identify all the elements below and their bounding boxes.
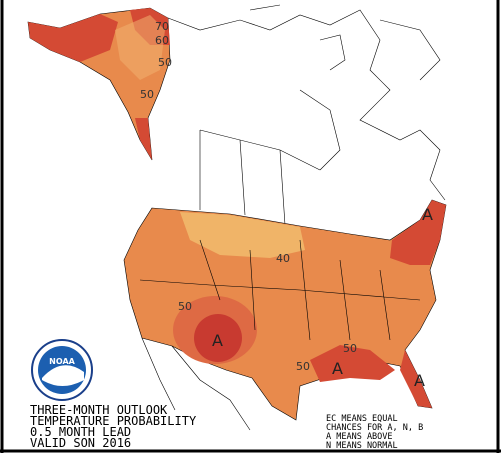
contour-label: 50 [140, 88, 154, 101]
legend-line: N MEANS NORMAL [326, 441, 398, 451]
state-borders [139, 239, 421, 341]
alaska-inner [115, 15, 165, 80]
logo-text: NOAA [49, 357, 75, 366]
gulf-high [310, 345, 395, 382]
canada-outline [167, 9, 446, 201]
north-central-band [180, 212, 305, 258]
legend-line: EC MEANS EQUAL [326, 414, 398, 424]
contour-label: A [212, 331, 223, 350]
contour-label: A [414, 371, 425, 390]
florida-high [400, 350, 432, 408]
alaska-west-high [28, 14, 118, 62]
contour-label: 50 [296, 360, 310, 373]
contour-label: A [332, 359, 343, 378]
province-borders [199, 129, 321, 226]
noaa-logo: NOAA [31, 339, 93, 401]
title-line: TEMPERATURE PROBABILITY [30, 414, 197, 428]
legend-line: CHANCES FOR A, N, B [326, 423, 423, 433]
contour-label: 50 [158, 56, 172, 69]
contour-label: 50 [343, 342, 357, 355]
title-line: THREE-MONTH OUTLOOK [30, 403, 168, 417]
canada-islands [249, 4, 441, 171]
northeast-high [390, 200, 446, 265]
title-line: VALID SON 2016 [30, 436, 131, 450]
alaska-panhandle [135, 118, 152, 160]
contour-label: A [422, 205, 433, 224]
southwest-high [194, 314, 242, 362]
title-line: 0.5 MONTH LEAD [30, 425, 131, 439]
mexico-outline [141, 337, 251, 431]
contour-label: 40 [276, 252, 290, 265]
legend-line: A MEANS ABOVE [326, 432, 393, 442]
contour-label: 70 [155, 20, 169, 33]
contour-label: 60 [155, 34, 169, 47]
logo-bird [42, 365, 84, 386]
contour-label: 50 [178, 300, 192, 313]
